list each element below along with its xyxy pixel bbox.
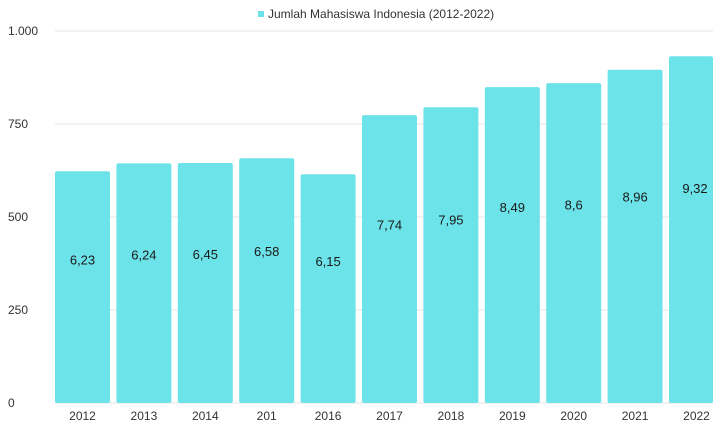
legend: Jumlah Mahasiswa Indonesia (2012-2022)	[258, 7, 494, 21]
bar	[607, 69, 663, 404]
bar	[362, 115, 417, 404]
legend-swatch	[258, 11, 264, 17]
x-tick-label: 2012	[69, 409, 96, 423]
bar	[300, 174, 356, 403]
y-tick-label: 750	[8, 117, 28, 131]
x-tick-label: 2022	[683, 409, 710, 423]
x-tick-label: 2018	[438, 409, 465, 423]
legend-label: Jumlah Mahasiswa Indonesia (2012-2022)	[268, 7, 494, 21]
x-tick-label: 2014	[192, 409, 219, 423]
bar	[55, 171, 110, 403]
data-label: 8,96	[622, 189, 647, 204]
bar	[116, 163, 172, 403]
data-labels: 6,23 6,24 6,45 6,58 6,15 7,74 7,95 8,49 8,6 8,96 9…	[70, 181, 708, 269]
x-tick-label: 2020	[560, 409, 587, 423]
x-axis: 2012 2013 2014 201 2016 2017 2018 2019 2020 2021 2…	[69, 409, 710, 423]
y-tick-label: 500	[8, 210, 28, 224]
x-tick-label: 2013	[131, 409, 158, 423]
bar	[669, 56, 713, 404]
data-label: 6,24	[131, 247, 156, 262]
y-tick-label: 1.000	[8, 24, 38, 38]
bars	[55, 56, 713, 404]
data-label: 7,74	[377, 217, 402, 232]
bar	[546, 83, 602, 403]
data-label: 6,45	[193, 247, 218, 262]
data-label: 8,49	[500, 200, 525, 215]
data-label: 8,6	[565, 198, 583, 213]
data-label: 9,32	[682, 181, 707, 196]
y-axis: 0 250 500 750 1.000	[8, 24, 38, 410]
x-tick-label: 2021	[622, 409, 649, 423]
data-label: 6,23	[70, 252, 95, 267]
data-label: 7,95	[438, 213, 463, 228]
y-tick-label: 0	[8, 396, 15, 410]
bar	[239, 158, 295, 403]
x-tick-label: 2019	[499, 409, 526, 423]
x-tick-label: 201	[257, 409, 277, 423]
x-tick-label: 2016	[315, 409, 342, 423]
bar	[484, 87, 540, 403]
bar	[423, 107, 479, 403]
x-tick-label: 2017	[376, 409, 403, 423]
data-label: 6,58	[254, 244, 279, 259]
y-tick-label: 250	[8, 303, 28, 317]
bar	[177, 163, 233, 403]
data-label: 6,15	[315, 254, 340, 269]
